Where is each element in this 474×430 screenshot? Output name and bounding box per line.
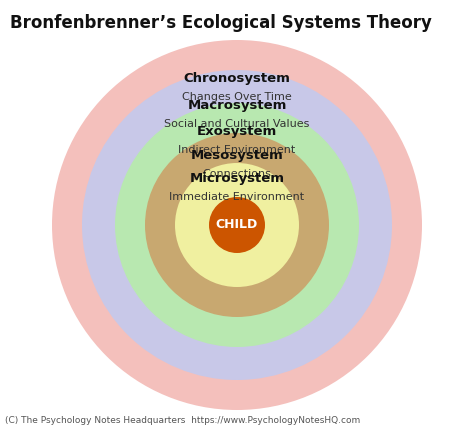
Text: Mesosystem: Mesosystem — [191, 149, 283, 162]
Circle shape — [209, 197, 265, 253]
Circle shape — [82, 70, 392, 380]
Text: Bronfenbrenner’s Ecological Systems Theory: Bronfenbrenner’s Ecological Systems Theo… — [10, 14, 432, 32]
Circle shape — [145, 133, 329, 317]
Text: Microsystem: Microsystem — [190, 172, 284, 185]
Text: CHILD: CHILD — [216, 218, 258, 231]
Text: Exosystem: Exosystem — [197, 125, 277, 138]
Text: Chronosystem: Chronosystem — [183, 72, 291, 85]
Text: (C) The Psychology Notes Headquarters  https://www.PsychologyNotesHQ.com: (C) The Psychology Notes Headquarters ht… — [5, 416, 360, 425]
Text: Macrosystem: Macrosystem — [187, 99, 287, 112]
Circle shape — [52, 40, 422, 410]
Text: Social and Cultural Values: Social and Cultural Values — [164, 119, 310, 129]
Text: Connections: Connections — [202, 169, 272, 179]
Circle shape — [115, 103, 359, 347]
Text: Immediate Environment: Immediate Environment — [169, 192, 305, 202]
Text: Changes Over Time: Changes Over Time — [182, 92, 292, 102]
Circle shape — [175, 163, 299, 287]
Text: Indirect Environment: Indirect Environment — [178, 145, 296, 155]
